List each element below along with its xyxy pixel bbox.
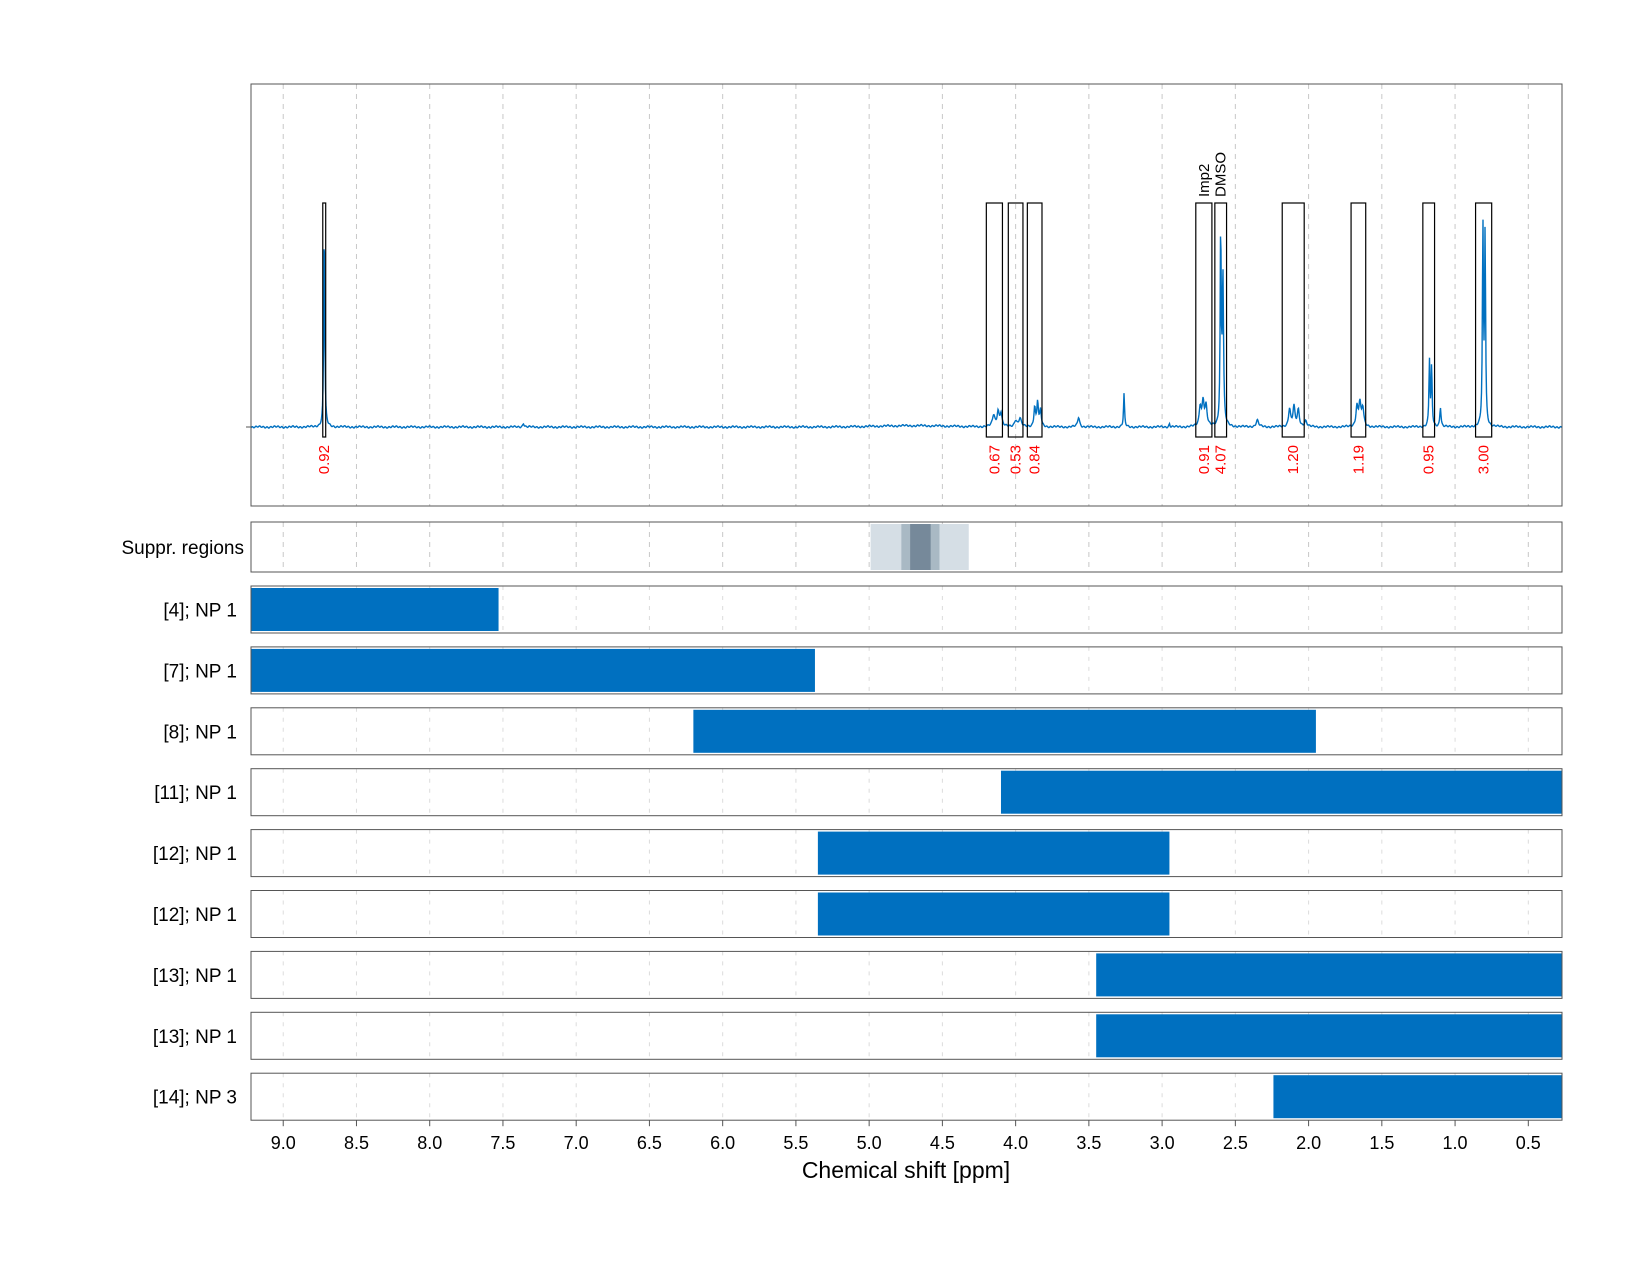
spectrum-line — [250, 219, 1563, 429]
x-tick-label: 0.5 — [1516, 1133, 1541, 1153]
integral-value-label: 0.92 — [316, 445, 333, 474]
integral-value-label: 0.84 — [1027, 445, 1044, 474]
compound-name-label: Imp2 — [1196, 164, 1213, 197]
range-label: [12]; NP 1 — [153, 905, 237, 926]
integral-value-label: 1.20 — [1285, 445, 1302, 474]
integral-value-label: 1.19 — [1350, 445, 1367, 474]
integration-region-box — [1214, 202, 1228, 438]
range-panel-frame — [250, 646, 1563, 695]
x-tick-label: 6.5 — [637, 1133, 662, 1153]
range-label: [13]; NP 1 — [153, 1027, 237, 1048]
x-tick-label: 3.5 — [1076, 1133, 1101, 1153]
x-tick-label: 7.0 — [564, 1133, 589, 1153]
x-tick-label: 9.0 — [271, 1133, 296, 1153]
suppression-frame — [250, 521, 1563, 573]
range-panel-frame — [250, 1072, 1563, 1121]
range-label: [13]; NP 1 — [153, 966, 237, 987]
range-panel-frame — [250, 768, 1563, 817]
integral-value-label: 0.67 — [986, 445, 1003, 474]
range-bar — [251, 648, 815, 692]
integral-value-label: 4.07 — [1213, 445, 1230, 474]
x-tick-label: 2.0 — [1296, 1133, 1321, 1153]
x-tick-label: 1.0 — [1443, 1133, 1468, 1153]
integral-value-label: 0.91 — [1196, 445, 1213, 474]
range-label: [12]; NP 1 — [153, 844, 237, 865]
suppression-label: Suppr. regions — [121, 538, 244, 559]
x-tick-label: 6.0 — [710, 1133, 735, 1153]
x-tick-label: 2.5 — [1223, 1133, 1248, 1153]
range-label: [4]; NP 1 — [163, 601, 237, 622]
range-panel-frame — [250, 1011, 1563, 1060]
range-label: [14]; NP 3 — [153, 1088, 237, 1109]
range-panel-frame — [250, 890, 1563, 938]
range-panel-frame — [250, 585, 1563, 634]
range-bar — [693, 709, 1316, 753]
x-axis-label: Chemical shift [ppm] — [802, 1157, 1010, 1183]
integration-region-box — [1026, 202, 1043, 438]
range-bar — [251, 588, 499, 631]
x-tick-label: 5.5 — [783, 1133, 808, 1153]
x-tick-label: 3.0 — [1150, 1133, 1175, 1153]
spectrum-frame — [250, 83, 1563, 507]
suppression-band — [910, 524, 931, 570]
x-tick-label: 4.0 — [1003, 1133, 1028, 1153]
integration-region-box — [985, 202, 1004, 438]
integration-region-box — [1007, 202, 1024, 438]
range-bar — [1000, 770, 1562, 814]
x-tick-label: 1.5 — [1369, 1133, 1394, 1153]
range-bar — [817, 892, 1170, 936]
range-label: [7]; NP 1 — [163, 661, 237, 682]
range-label: [8]; NP 1 — [163, 722, 237, 743]
range-panel-frame — [250, 950, 1563, 999]
range-panel-frame — [250, 829, 1563, 878]
x-tick-label: 8.5 — [344, 1133, 369, 1153]
x-tick-label: 4.5 — [930, 1133, 955, 1153]
integral-value-label: 0.53 — [1008, 445, 1025, 474]
range-bar — [1273, 1075, 1562, 1119]
range-panel-frame — [250, 707, 1563, 756]
integration-region-box — [1350, 202, 1367, 438]
x-tick-label: 5.0 — [857, 1133, 882, 1153]
integration-region-box — [1474, 202, 1493, 438]
range-bar — [1096, 1014, 1562, 1058]
integration-region-box — [1422, 202, 1436, 438]
x-tick-label: 8.0 — [417, 1133, 442, 1153]
integral-value-label: 3.00 — [1476, 445, 1493, 474]
x-tick-label: 7.5 — [490, 1133, 515, 1153]
integral-value-label: 0.95 — [1421, 445, 1438, 474]
integration-region-box — [322, 202, 327, 438]
integration-region-box — [1281, 202, 1305, 438]
range-label: [11]; NP 1 — [154, 783, 237, 804]
compound-name-label: DMSO — [1213, 152, 1230, 197]
integration-region-box — [1195, 202, 1213, 438]
range-bar — [817, 831, 1170, 875]
range-bar — [1096, 953, 1562, 997]
